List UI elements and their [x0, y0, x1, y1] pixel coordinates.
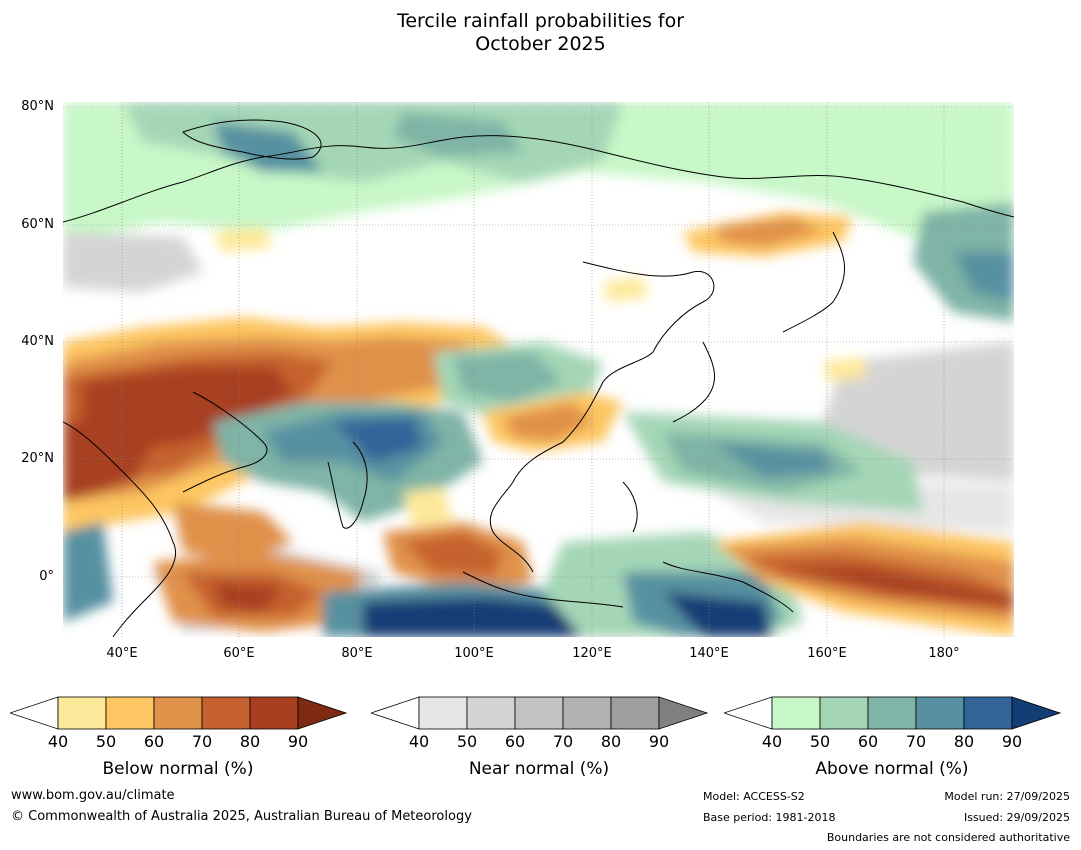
- above-normal-swatch-2: [819, 696, 869, 730]
- near-tick-80: 80: [600, 732, 622, 751]
- footer-disclaimer: Boundaries are not considered authoritat…: [826, 831, 1070, 844]
- near-tick-70: 70: [552, 732, 574, 751]
- above-tick-40: 40: [761, 732, 783, 751]
- below-normal-swatch-3: [153, 696, 203, 730]
- above-tick-90: 90: [1001, 732, 1023, 751]
- footer-model: Model: ACCESS-S2: [703, 790, 805, 803]
- chart-title: Tercile rainfall probabilities for Octob…: [0, 10, 1081, 56]
- footer-base-period: Base period: 1981-2018: [703, 811, 836, 824]
- above-tick-50: 50: [809, 732, 831, 751]
- below-tick-60: 60: [143, 732, 165, 751]
- lon-label-60e: 60°E: [223, 646, 255, 661]
- rainfall-probability-map: [63, 102, 1014, 637]
- below-normal-swatch-0: [10, 696, 59, 730]
- above-normal-swatch-3: [867, 696, 917, 730]
- near-tick-40: 40: [408, 732, 430, 751]
- lat-label-40n: 40°N: [21, 334, 54, 349]
- near-normal-swatch-3: [514, 696, 564, 730]
- lat-label-60n: 60°N: [21, 217, 54, 232]
- title-line-1: Tercile rainfall probabilities for: [396, 10, 685, 32]
- below-normal-swatch-1: [57, 696, 107, 730]
- below-normal-swatch-2: [105, 696, 155, 730]
- graticule: [63, 102, 1014, 637]
- above-normal-swatch-5: [963, 696, 1013, 730]
- near-normal-swatch-1: [418, 696, 468, 730]
- lat-label-20n: 20°N: [21, 451, 54, 466]
- below-normal-swatch-4: [201, 696, 251, 730]
- above-normal-swatch-4: [915, 696, 965, 730]
- lon-label-100e: 100°E: [454, 646, 494, 661]
- map-canvas: [63, 102, 1014, 637]
- coastlines: [63, 119, 1014, 637]
- lon-label-40e: 40°E: [106, 646, 138, 661]
- near-normal-swatch-2: [466, 696, 516, 730]
- footer-copyright: © Commonwealth of Australia 2025, Austra…: [11, 809, 472, 824]
- above-normal-label: Above normal (%): [815, 759, 969, 779]
- below-tick-80: 80: [239, 732, 261, 751]
- above-tick-60: 60: [857, 732, 879, 751]
- colorbar-below-normal: [10, 696, 348, 730]
- near-normal-label: Near normal (%): [468, 759, 610, 779]
- below-tick-70: 70: [191, 732, 213, 751]
- near-normal-swatch-6: [658, 696, 709, 730]
- below-tick-50: 50: [95, 732, 117, 751]
- colorbar-above-normal: [724, 696, 1062, 730]
- below-tick-40: 40: [47, 732, 69, 751]
- lat-label-80n: 80°N: [21, 99, 54, 114]
- colorbar-near-normal: [371, 696, 709, 730]
- above-tick-70: 70: [905, 732, 927, 751]
- footer-issued: Issued: 29/09/2025: [963, 811, 1070, 824]
- near-tick-60: 60: [504, 732, 526, 751]
- near-normal-swatch-0: [371, 696, 420, 730]
- lon-label-180: 180°: [928, 646, 960, 661]
- above-tick-80: 80: [953, 732, 975, 751]
- near-normal-swatch-4: [562, 696, 612, 730]
- above-normal-swatch-0: [724, 696, 773, 730]
- lat-label-0: 0°: [39, 569, 54, 584]
- below-tick-90: 90: [287, 732, 309, 751]
- title-line-2: October 2025: [475, 33, 606, 55]
- lon-label-120e: 120°E: [572, 646, 612, 661]
- below-normal-swatch-5: [249, 696, 299, 730]
- probability-field: [63, 102, 1014, 637]
- near-tick-90: 90: [648, 732, 670, 751]
- above-normal-swatch-6: [1011, 696, 1062, 730]
- lon-label-160e: 160°E: [807, 646, 847, 661]
- footer-model-run: Model run: 27/09/2025: [944, 790, 1070, 803]
- footer-url: www.bom.gov.au/climate: [11, 788, 175, 803]
- above-normal-swatch-1: [771, 696, 821, 730]
- near-tick-50: 50: [456, 732, 478, 751]
- lon-label-140e: 140°E: [689, 646, 729, 661]
- near-normal-swatch-5: [610, 696, 660, 730]
- lon-label-80e: 80°E: [341, 646, 373, 661]
- below-normal-label: Below normal (%): [102, 759, 254, 779]
- below-normal-swatch-6: [297, 696, 348, 730]
